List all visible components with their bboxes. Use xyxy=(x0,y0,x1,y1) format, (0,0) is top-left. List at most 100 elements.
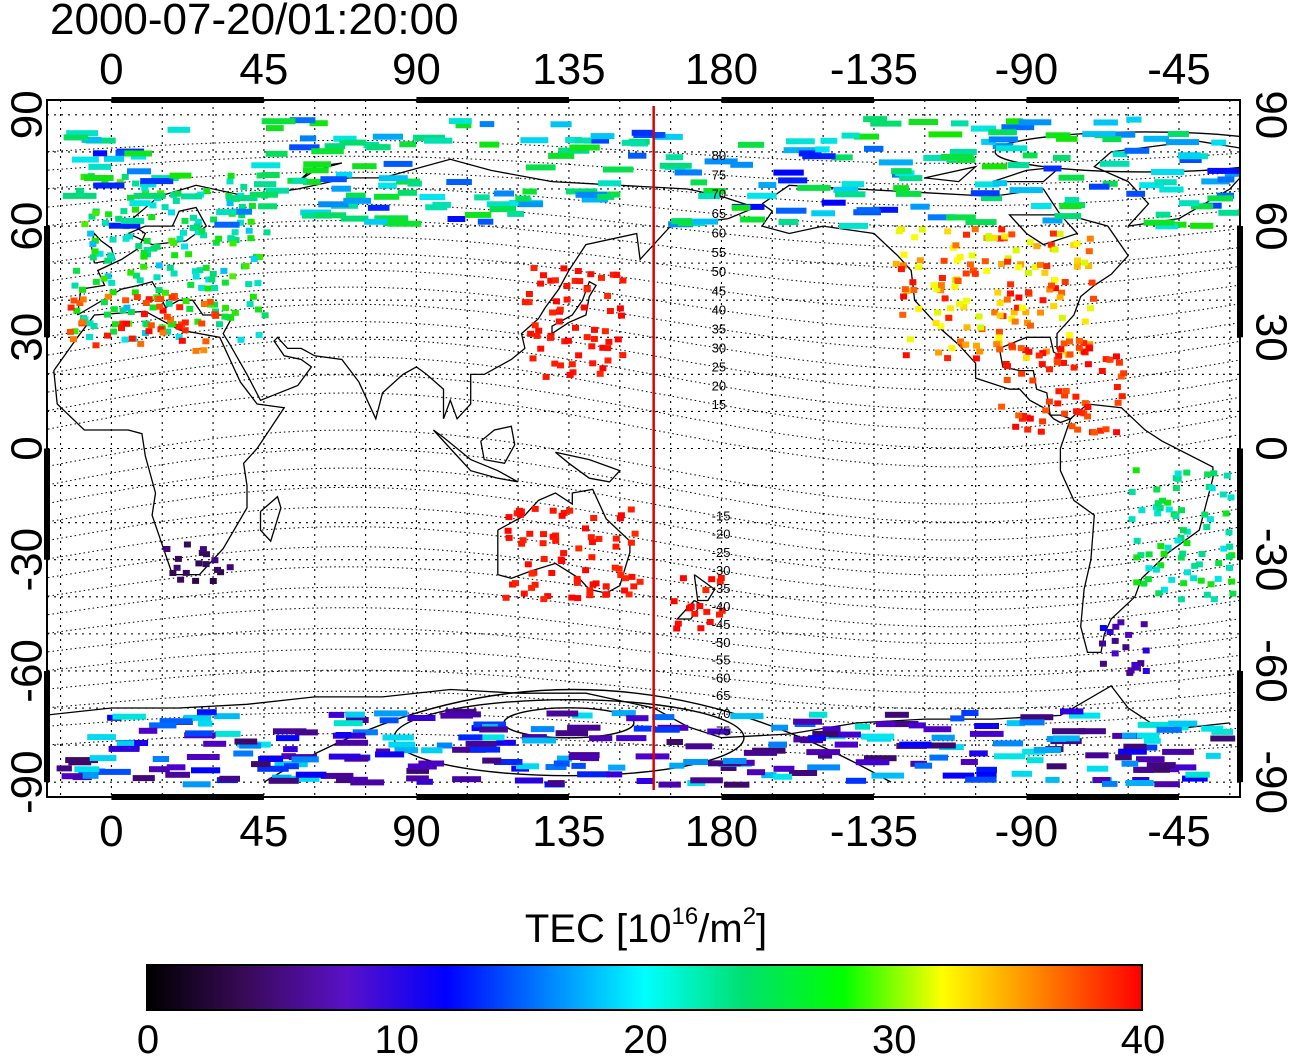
tec-cell xyxy=(1017,345,1025,352)
tec-cell xyxy=(1048,282,1055,289)
tec-cell xyxy=(245,281,253,288)
tec-cell xyxy=(1081,259,1089,266)
tec-cell xyxy=(1143,135,1170,142)
tec-cell xyxy=(159,307,167,314)
tec-cell xyxy=(203,551,210,558)
tec-cell xyxy=(1183,540,1191,547)
tec-cell xyxy=(761,772,777,779)
tec-cell xyxy=(1084,413,1092,420)
tec-cell xyxy=(182,781,211,788)
tec-cell xyxy=(1085,248,1093,255)
tec-cell xyxy=(1125,780,1154,786)
mlat-contour xyxy=(47,648,1240,694)
tec-cell xyxy=(167,317,174,323)
tec-cell xyxy=(603,166,634,173)
tec-cell xyxy=(1078,728,1106,735)
tec-cell xyxy=(194,229,202,236)
tec-cell xyxy=(1058,174,1085,181)
tec-cell xyxy=(255,331,263,338)
tec-cell xyxy=(1052,728,1086,735)
tec-cell xyxy=(521,299,529,306)
tec-cell xyxy=(1201,178,1230,185)
tec-cell xyxy=(84,175,114,181)
tec-cell xyxy=(214,713,240,720)
left-lat-label: 60 xyxy=(3,202,52,251)
tec-cell xyxy=(226,564,234,571)
tec-cell xyxy=(704,158,738,165)
tec-cell xyxy=(265,187,289,194)
tec-cell xyxy=(251,761,271,768)
frame-bar-left xyxy=(44,670,50,783)
tec-cell xyxy=(479,726,508,733)
tec-cell xyxy=(965,776,997,783)
tec-cell xyxy=(136,277,144,284)
tec-cell xyxy=(98,768,131,775)
tec-cell xyxy=(181,193,203,200)
tec-cell xyxy=(182,569,190,576)
tec-cell xyxy=(611,564,619,571)
tec-cell xyxy=(496,739,516,746)
tec-cell xyxy=(292,177,307,184)
left-lat-label: -60 xyxy=(3,639,52,703)
tec-cell xyxy=(630,583,638,590)
tec-cell xyxy=(983,267,991,274)
tec-cell xyxy=(602,591,610,598)
tec-cell xyxy=(1058,314,1066,321)
tec-cell xyxy=(190,214,197,221)
tec-cell xyxy=(159,718,193,725)
tec-cell xyxy=(203,188,211,195)
tec-cell xyxy=(92,342,100,349)
tec-cell xyxy=(586,592,594,599)
mlat-contour xyxy=(47,566,1240,628)
tec-cell xyxy=(567,724,601,731)
tec-cell xyxy=(240,183,248,190)
tec-cell xyxy=(1154,781,1180,788)
tec-cell xyxy=(1037,309,1044,316)
tec-cell xyxy=(976,348,984,355)
tec-cell xyxy=(229,273,237,280)
tec-cell xyxy=(192,577,200,584)
tec-cell xyxy=(140,263,148,270)
tec-cell xyxy=(108,279,116,286)
tec-cell xyxy=(100,299,108,306)
tec-cell xyxy=(771,724,789,731)
tec-cell xyxy=(1225,529,1233,536)
tec-cell xyxy=(747,769,766,776)
contour-label: 40 xyxy=(712,302,726,317)
tec-cell xyxy=(621,587,629,594)
tec-cell xyxy=(169,172,192,179)
tec-cell xyxy=(1177,554,1185,561)
tec-cell xyxy=(576,278,584,285)
tec-cell xyxy=(1043,165,1062,172)
tec-cell xyxy=(425,204,448,211)
tec-cell xyxy=(945,314,953,321)
tec-cell xyxy=(1015,264,1023,271)
tec-cell xyxy=(1178,507,1185,514)
tec-cell xyxy=(778,177,808,184)
tec-cell xyxy=(187,281,195,288)
contour-label: -70 xyxy=(712,706,731,721)
tec-cell xyxy=(1217,176,1235,183)
tec-cell xyxy=(525,291,533,297)
tec-cell xyxy=(140,253,148,260)
tec-cell xyxy=(549,507,557,514)
tec-cell xyxy=(166,764,186,771)
tec-cell xyxy=(860,733,895,740)
tec-cell xyxy=(153,274,161,281)
tec-cell xyxy=(167,126,191,133)
tec-cell xyxy=(112,713,146,720)
tec-cell xyxy=(589,735,613,742)
tec-cell xyxy=(614,336,622,343)
tec-cell xyxy=(419,194,446,200)
tec-cell xyxy=(598,180,622,187)
tec-cell xyxy=(507,210,524,217)
tec-cell xyxy=(1060,708,1084,715)
tec-cell xyxy=(1075,337,1083,344)
tec-cell xyxy=(1146,762,1176,769)
colorbar-tick-label: 0 xyxy=(136,1018,160,1062)
tec-cell xyxy=(123,320,130,327)
tec-cell xyxy=(86,320,94,327)
contour-label: 45 xyxy=(712,283,726,298)
tec-cell xyxy=(1190,222,1214,229)
tec-cell xyxy=(76,300,84,307)
